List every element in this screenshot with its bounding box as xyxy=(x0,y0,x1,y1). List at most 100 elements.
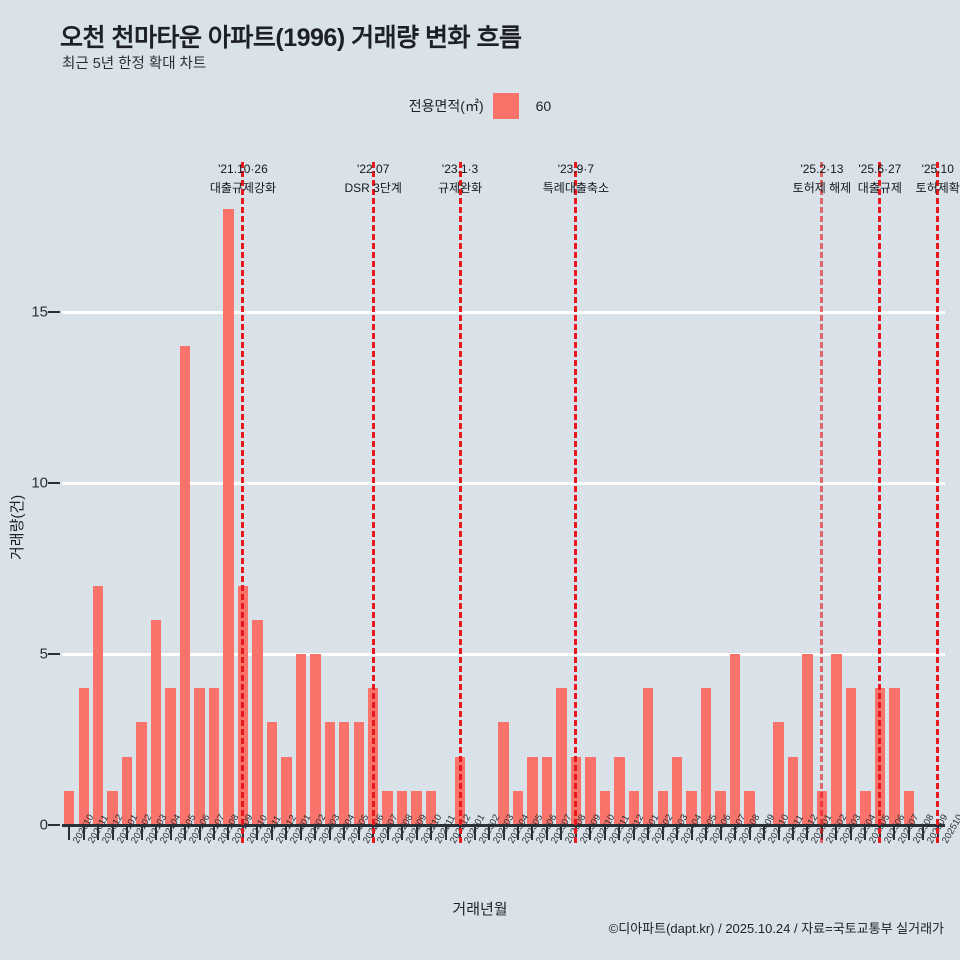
x-tick-202404 xyxy=(676,827,679,840)
bar-202206[interactable] xyxy=(353,722,364,825)
legend-label-60: 60 xyxy=(535,98,552,114)
bar-202202[interactable] xyxy=(295,654,307,825)
bar-202010[interactable] xyxy=(64,790,75,825)
bar-202105[interactable] xyxy=(165,688,176,825)
event-date-202110: '21.10·26 xyxy=(218,162,268,176)
legend-title: 전용면적(㎡) xyxy=(408,98,484,114)
y-tick-label-0: 0 xyxy=(39,816,48,834)
event-line-202502 xyxy=(820,162,824,843)
x-tick-202501 xyxy=(806,827,809,840)
x-tick-202101 xyxy=(111,827,114,840)
bar-202205[interactable] xyxy=(339,722,350,825)
bar-202306[interactable] xyxy=(527,756,538,825)
x-tick-202204 xyxy=(328,827,331,840)
page-title: 오천 천마타운 아파트(1996) 거래량 변화 흐름 xyxy=(60,24,522,52)
bar-202507[interactable] xyxy=(889,688,900,825)
bar-202106[interactable] xyxy=(179,346,191,825)
bar-202412[interactable] xyxy=(787,756,799,825)
x-tick-202402 xyxy=(647,827,650,840)
event-date-202309: '23.9·7 xyxy=(557,162,595,176)
bar-202407[interactable] xyxy=(715,790,726,825)
bar-202408[interactable] xyxy=(729,654,741,825)
bar-202210[interactable] xyxy=(411,790,422,825)
x-tick-202112 xyxy=(270,827,273,840)
bar-202406[interactable] xyxy=(700,688,712,825)
footer-credit: ©디아파트(dapt.kr) / 2025.10.24 / 자료=국토교통부 실… xyxy=(608,921,944,936)
x-tick-202108 xyxy=(212,827,215,840)
bar-202107[interactable] xyxy=(194,688,205,825)
y-tick-label-15: 15 xyxy=(31,303,48,321)
bar-202503[interactable] xyxy=(831,654,842,825)
bar-202304[interactable] xyxy=(498,722,509,825)
x-tick-202104 xyxy=(155,827,158,840)
x-tick-202011 xyxy=(82,827,85,840)
gridline-15 xyxy=(62,310,945,314)
x-tick-202408 xyxy=(734,827,737,840)
bar-202102[interactable] xyxy=(121,756,133,825)
x-tick-202208 xyxy=(386,827,389,840)
bar-202203[interactable] xyxy=(310,654,321,825)
x-tick-202205 xyxy=(343,827,346,840)
bar-series-60 xyxy=(62,196,945,825)
bar-202103[interactable] xyxy=(136,722,147,825)
bar-202211[interactable] xyxy=(425,790,437,825)
bar-202204[interactable] xyxy=(324,722,335,825)
x-tick-202405 xyxy=(690,827,693,840)
bar-202505[interactable] xyxy=(860,790,871,825)
x-tick-202412 xyxy=(792,827,794,840)
bar-202104[interactable] xyxy=(150,619,162,825)
bar-202401[interactable] xyxy=(628,790,639,825)
bar-202305[interactable] xyxy=(512,790,524,825)
x-tick-202410 xyxy=(763,827,766,840)
x-tick-202201 xyxy=(285,827,288,840)
bar-202402[interactable] xyxy=(643,688,654,825)
event-name-202207: DSR 3단계 xyxy=(344,181,402,195)
x-tick-202406 xyxy=(705,827,708,840)
bar-202209[interactable] xyxy=(396,790,408,825)
bar-202411[interactable] xyxy=(773,722,784,825)
bar-202308[interactable] xyxy=(556,688,567,825)
event-annotation-202110: '21.10·26 대출규제강화 xyxy=(210,160,276,198)
bar-202311[interactable] xyxy=(599,790,611,825)
x-tick-202209 xyxy=(401,827,404,840)
x-tick-202109 xyxy=(227,827,230,840)
bar-202012[interactable] xyxy=(92,585,104,825)
bar-202508[interactable] xyxy=(903,790,915,825)
bar-202011[interactable] xyxy=(78,688,89,825)
gridline-10 xyxy=(62,481,945,485)
x-tick-202210 xyxy=(415,827,418,840)
x-tick-202308 xyxy=(560,827,563,840)
bar-202109[interactable] xyxy=(223,209,234,825)
event-date-202506: '25.6·27 xyxy=(858,162,902,176)
bar-202111[interactable] xyxy=(252,619,263,825)
bar-202405[interactable] xyxy=(686,790,697,825)
x-tick-202105 xyxy=(169,827,172,840)
x-tick-202505 xyxy=(864,827,867,840)
x-tick-202310 xyxy=(589,827,592,840)
bar-202201[interactable] xyxy=(281,756,292,825)
y-tick-label-10: 10 xyxy=(31,474,48,492)
event-annotation-202506: '25.6·27 대출규제 xyxy=(858,160,902,198)
bar-202112[interactable] xyxy=(266,722,278,825)
x-axis-ticks xyxy=(62,827,945,843)
chart-legend: 전용면적(㎡) 60 xyxy=(0,93,960,119)
bar-202307[interactable] xyxy=(541,756,553,825)
bar-202404[interactable] xyxy=(671,756,683,825)
bar-202403[interactable] xyxy=(657,790,668,825)
bar-202108[interactable] xyxy=(208,688,220,825)
x-tick-202211 xyxy=(430,827,433,840)
bar-202208[interactable] xyxy=(382,790,393,825)
event-line-202309 xyxy=(574,162,578,843)
x-tick-202306 xyxy=(531,827,534,840)
bar-202504[interactable] xyxy=(845,688,857,825)
legend-swatch-60 xyxy=(492,93,519,119)
bar-202312[interactable] xyxy=(614,756,625,825)
bar-202501[interactable] xyxy=(802,654,813,825)
bar-202409[interactable] xyxy=(744,790,755,825)
x-tick-202303 xyxy=(488,827,491,840)
bar-202101[interactable] xyxy=(107,790,118,825)
bar-202310[interactable] xyxy=(585,756,596,825)
event-date-202510: '25.10 xyxy=(921,162,954,176)
y-tick-label-5: 5 xyxy=(39,645,48,663)
x-tick-202304 xyxy=(502,827,505,840)
